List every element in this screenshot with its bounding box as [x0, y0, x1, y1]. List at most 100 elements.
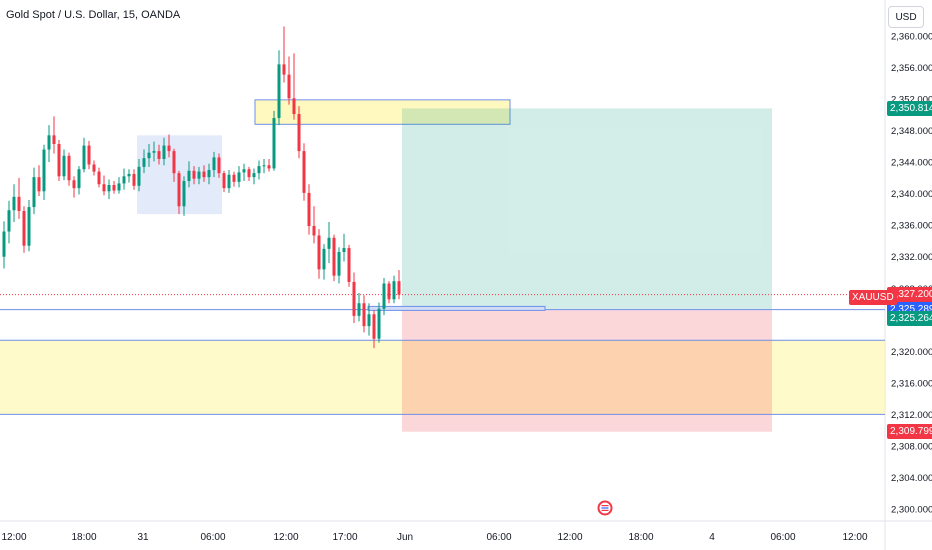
symbol-tag: XAUUSD: [849, 290, 897, 305]
candle-body-11: [57, 144, 61, 177]
price-tick-label: 2,352.000: [891, 95, 932, 106]
candle-body-19: [97, 171, 101, 185]
candle-body-63: [317, 235, 321, 270]
candle-body-41: [207, 170, 211, 178]
candle-body-70: [352, 281, 356, 316]
time-label: 06:00: [770, 532, 795, 543]
candle-body-33: [167, 145, 171, 152]
candle-body-5: [27, 207, 31, 246]
candle-body-2: [12, 196, 16, 211]
candle-body-27: [137, 166, 141, 186]
candle-body-52: [262, 165, 266, 167]
candle-body-4: [22, 211, 26, 246]
candle-body-6: [32, 177, 36, 208]
candle-body-32: [162, 145, 166, 159]
currency-button[interactable]: USD: [888, 6, 924, 28]
candle-body-26: [132, 173, 136, 186]
candle-body-71: [357, 303, 361, 316]
time-label: Jun: [397, 532, 413, 543]
price-tick-label: 2,320.000: [891, 347, 932, 358]
candle-body-53: [267, 165, 271, 169]
chart-title: Gold Spot / U.S. Dollar, 15, OANDA: [6, 9, 181, 21]
candle-body-21: [107, 184, 111, 192]
candle-body-54: [272, 117, 276, 169]
time-label: 18:00: [628, 532, 653, 543]
candle-body-9: [47, 135, 51, 150]
candle-body-34: [172, 151, 176, 174]
candle-body-57: [287, 74, 291, 99]
candle-body-51: [257, 166, 261, 174]
candle-body-36: [182, 181, 186, 207]
candle-body-72: [362, 303, 366, 327]
price-tick-label: 2,344.000: [891, 158, 932, 169]
candle-body-10: [52, 135, 56, 145]
event-flag-icon[interactable]: [597, 500, 613, 516]
candle-body-58: [292, 98, 296, 115]
price-tick-label: 2,340.000: [891, 189, 932, 200]
candle-body-14: [72, 180, 76, 189]
price-tick-label: 2,360.000: [891, 32, 932, 43]
candle-body-23: [117, 183, 121, 191]
candle-body-15: [77, 169, 81, 189]
long-stop-area: [402, 309, 772, 432]
candle-body-20: [102, 184, 106, 192]
candle-body-16: [82, 145, 86, 170]
candle-body-62: [312, 225, 316, 236]
candle-body-39: [197, 171, 201, 179]
candle-body-13: [67, 155, 71, 181]
candle-body-68: [342, 248, 346, 253]
time-label: 12:00: [842, 532, 867, 543]
candle-body-56: [282, 64, 286, 75]
candle-body-55: [277, 64, 281, 118]
candle-body-22: [112, 184, 116, 191]
candle-body-59: [297, 114, 301, 152]
candle-body-29: [147, 152, 151, 159]
time-label: 18:00: [71, 532, 96, 543]
candle-body-47: [237, 172, 241, 182]
candle-body-50: [252, 173, 256, 178]
candle-body-7: [37, 177, 41, 192]
candle-body-46: [232, 174, 236, 182]
candle-body-42: [212, 157, 216, 171]
stop-price-tag: 2,309.799: [887, 424, 932, 440]
candle-body-31: [157, 151, 161, 159]
entry-price-tag: 2,325.264: [887, 311, 932, 327]
long-target-area: [402, 108, 772, 310]
candle-body-35: [177, 173, 181, 207]
candle-body-79: [397, 281, 401, 295]
candle-body-17: [87, 145, 91, 165]
candle-body-66: [332, 237, 336, 276]
candle-body-0: [2, 231, 6, 257]
price-tick-label: 2,356.000: [891, 63, 932, 74]
price-tick-label: 2,348.000: [891, 126, 932, 137]
entry-marker-box: [367, 305, 546, 311]
price-tick-label: 2,312.000: [891, 410, 932, 421]
candle-body-40: [202, 171, 206, 178]
candle-body-28: [142, 158, 146, 167]
candle-body-1: [7, 210, 11, 232]
candle-body-3: [17, 196, 21, 212]
candle-body-24: [122, 176, 126, 184]
candle-body-30: [152, 151, 156, 153]
candle-body-64: [322, 248, 326, 270]
candle-body-77: [387, 283, 391, 300]
candle-body-45: [227, 174, 231, 189]
time-label: 12:00: [1, 532, 26, 543]
candle-body-73: [367, 314, 371, 327]
time-label: 12:00: [273, 532, 298, 543]
candle-body-78: [392, 281, 396, 300]
price-tick-label: 2,332.000: [891, 252, 932, 263]
candle-body-61: [307, 192, 311, 226]
time-label: 4: [709, 532, 715, 543]
candle-body-18: [92, 164, 96, 172]
candle-body-48: [242, 169, 246, 173]
candle-body-74: [372, 314, 376, 339]
demand-zone: [0, 340, 885, 415]
candle-body-44: [222, 173, 226, 189]
candle-body-76: [382, 283, 386, 309]
candle-body-65: [327, 237, 331, 249]
target-price-tag: 2,350.814: [887, 100, 932, 116]
candle-body-8: [42, 149, 46, 192]
candle-body-69: [347, 248, 351, 282]
